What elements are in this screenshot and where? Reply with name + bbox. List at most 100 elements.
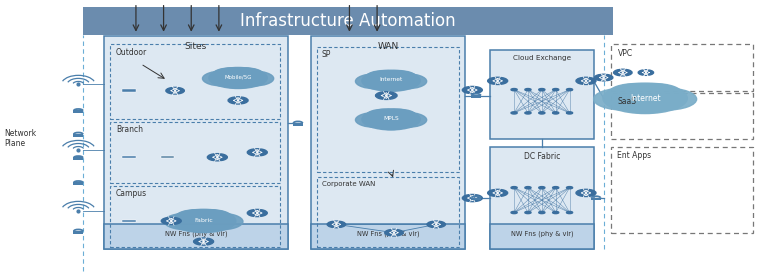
Circle shape: [190, 210, 232, 225]
Circle shape: [385, 74, 427, 89]
Text: NW Fns (phy & vir): NW Fns (phy & vir): [511, 230, 573, 237]
Circle shape: [232, 71, 273, 86]
Bar: [311, 36, 465, 249]
Circle shape: [608, 84, 664, 103]
Text: NW Fns (phy & vir): NW Fns (phy & vir): [164, 230, 227, 237]
Circle shape: [553, 112, 559, 114]
Circle shape: [366, 71, 404, 84]
Text: Outdoor: Outdoor: [116, 48, 147, 57]
Circle shape: [627, 84, 682, 103]
Text: DC Fabric: DC Fabric: [524, 152, 560, 161]
Circle shape: [603, 83, 687, 114]
Bar: [104, 224, 288, 249]
Circle shape: [525, 211, 531, 214]
Circle shape: [567, 89, 573, 91]
Circle shape: [194, 238, 214, 245]
Circle shape: [164, 213, 210, 230]
Bar: [490, 50, 594, 138]
Circle shape: [356, 74, 398, 89]
Circle shape: [636, 88, 697, 110]
Bar: [611, 147, 753, 233]
Bar: [472, 95, 481, 98]
Bar: [122, 220, 136, 222]
Circle shape: [488, 77, 508, 84]
Bar: [611, 44, 753, 91]
Circle shape: [161, 217, 181, 225]
Circle shape: [553, 89, 559, 91]
Circle shape: [209, 67, 267, 89]
Text: Infrastructure Automation: Infrastructure Automation: [240, 12, 455, 30]
Circle shape: [183, 217, 224, 232]
Circle shape: [567, 112, 573, 114]
Bar: [74, 110, 83, 113]
Circle shape: [207, 154, 227, 161]
Text: Campus: Campus: [116, 189, 147, 198]
Bar: [311, 224, 465, 249]
Circle shape: [594, 88, 654, 110]
Circle shape: [247, 209, 267, 217]
Text: Ent Apps: Ent Apps: [617, 151, 651, 160]
Circle shape: [379, 71, 416, 84]
Text: SaaS: SaaS: [617, 97, 637, 106]
Circle shape: [539, 187, 545, 189]
Bar: [293, 123, 303, 125]
Bar: [490, 147, 594, 249]
Bar: [74, 182, 83, 185]
Circle shape: [462, 194, 482, 202]
Text: NW Fns (phy & vir): NW Fns (phy & vir): [356, 230, 419, 237]
Text: MPLS: MPLS: [383, 116, 399, 121]
Circle shape: [638, 70, 654, 75]
Circle shape: [511, 112, 517, 114]
Circle shape: [525, 89, 531, 91]
Circle shape: [576, 189, 596, 197]
Bar: [83, 7, 613, 35]
Circle shape: [362, 109, 420, 130]
Circle shape: [576, 77, 596, 84]
Circle shape: [488, 189, 508, 197]
Text: Fabric: Fabric: [194, 218, 213, 223]
Text: Network
Plane: Network Plane: [4, 129, 36, 148]
Bar: [317, 177, 459, 247]
Text: Internet: Internet: [379, 77, 402, 83]
Circle shape: [366, 109, 404, 123]
Circle shape: [525, 112, 531, 114]
Circle shape: [553, 211, 559, 214]
Circle shape: [226, 68, 263, 81]
Text: Corporate WAN: Corporate WAN: [322, 181, 375, 187]
Bar: [122, 156, 136, 158]
Circle shape: [539, 112, 545, 114]
Bar: [110, 44, 280, 119]
Bar: [472, 198, 481, 200]
Text: Sites: Sites: [185, 42, 207, 51]
Bar: [317, 47, 459, 172]
Text: Branch: Branch: [116, 125, 143, 134]
Text: Mobile/5G: Mobile/5G: [224, 74, 252, 79]
Circle shape: [614, 69, 632, 76]
Bar: [161, 156, 174, 158]
Circle shape: [539, 89, 545, 91]
Circle shape: [356, 112, 398, 127]
Circle shape: [511, 211, 517, 214]
Circle shape: [385, 229, 403, 236]
Circle shape: [385, 112, 427, 127]
Circle shape: [567, 211, 573, 214]
Circle shape: [511, 187, 517, 189]
Circle shape: [427, 221, 445, 228]
Circle shape: [567, 187, 573, 189]
Bar: [104, 36, 288, 249]
Circle shape: [617, 93, 673, 113]
Text: Cloud Exchange: Cloud Exchange: [513, 55, 571, 61]
Circle shape: [462, 86, 482, 94]
Bar: [611, 93, 753, 138]
Bar: [74, 231, 83, 234]
Circle shape: [197, 213, 243, 230]
Circle shape: [553, 187, 559, 189]
Circle shape: [219, 75, 257, 88]
Circle shape: [228, 97, 248, 104]
Circle shape: [372, 116, 410, 130]
Circle shape: [376, 92, 397, 99]
Bar: [110, 122, 280, 183]
Text: Internet: Internet: [630, 94, 660, 103]
Circle shape: [372, 77, 410, 91]
Circle shape: [594, 74, 613, 81]
